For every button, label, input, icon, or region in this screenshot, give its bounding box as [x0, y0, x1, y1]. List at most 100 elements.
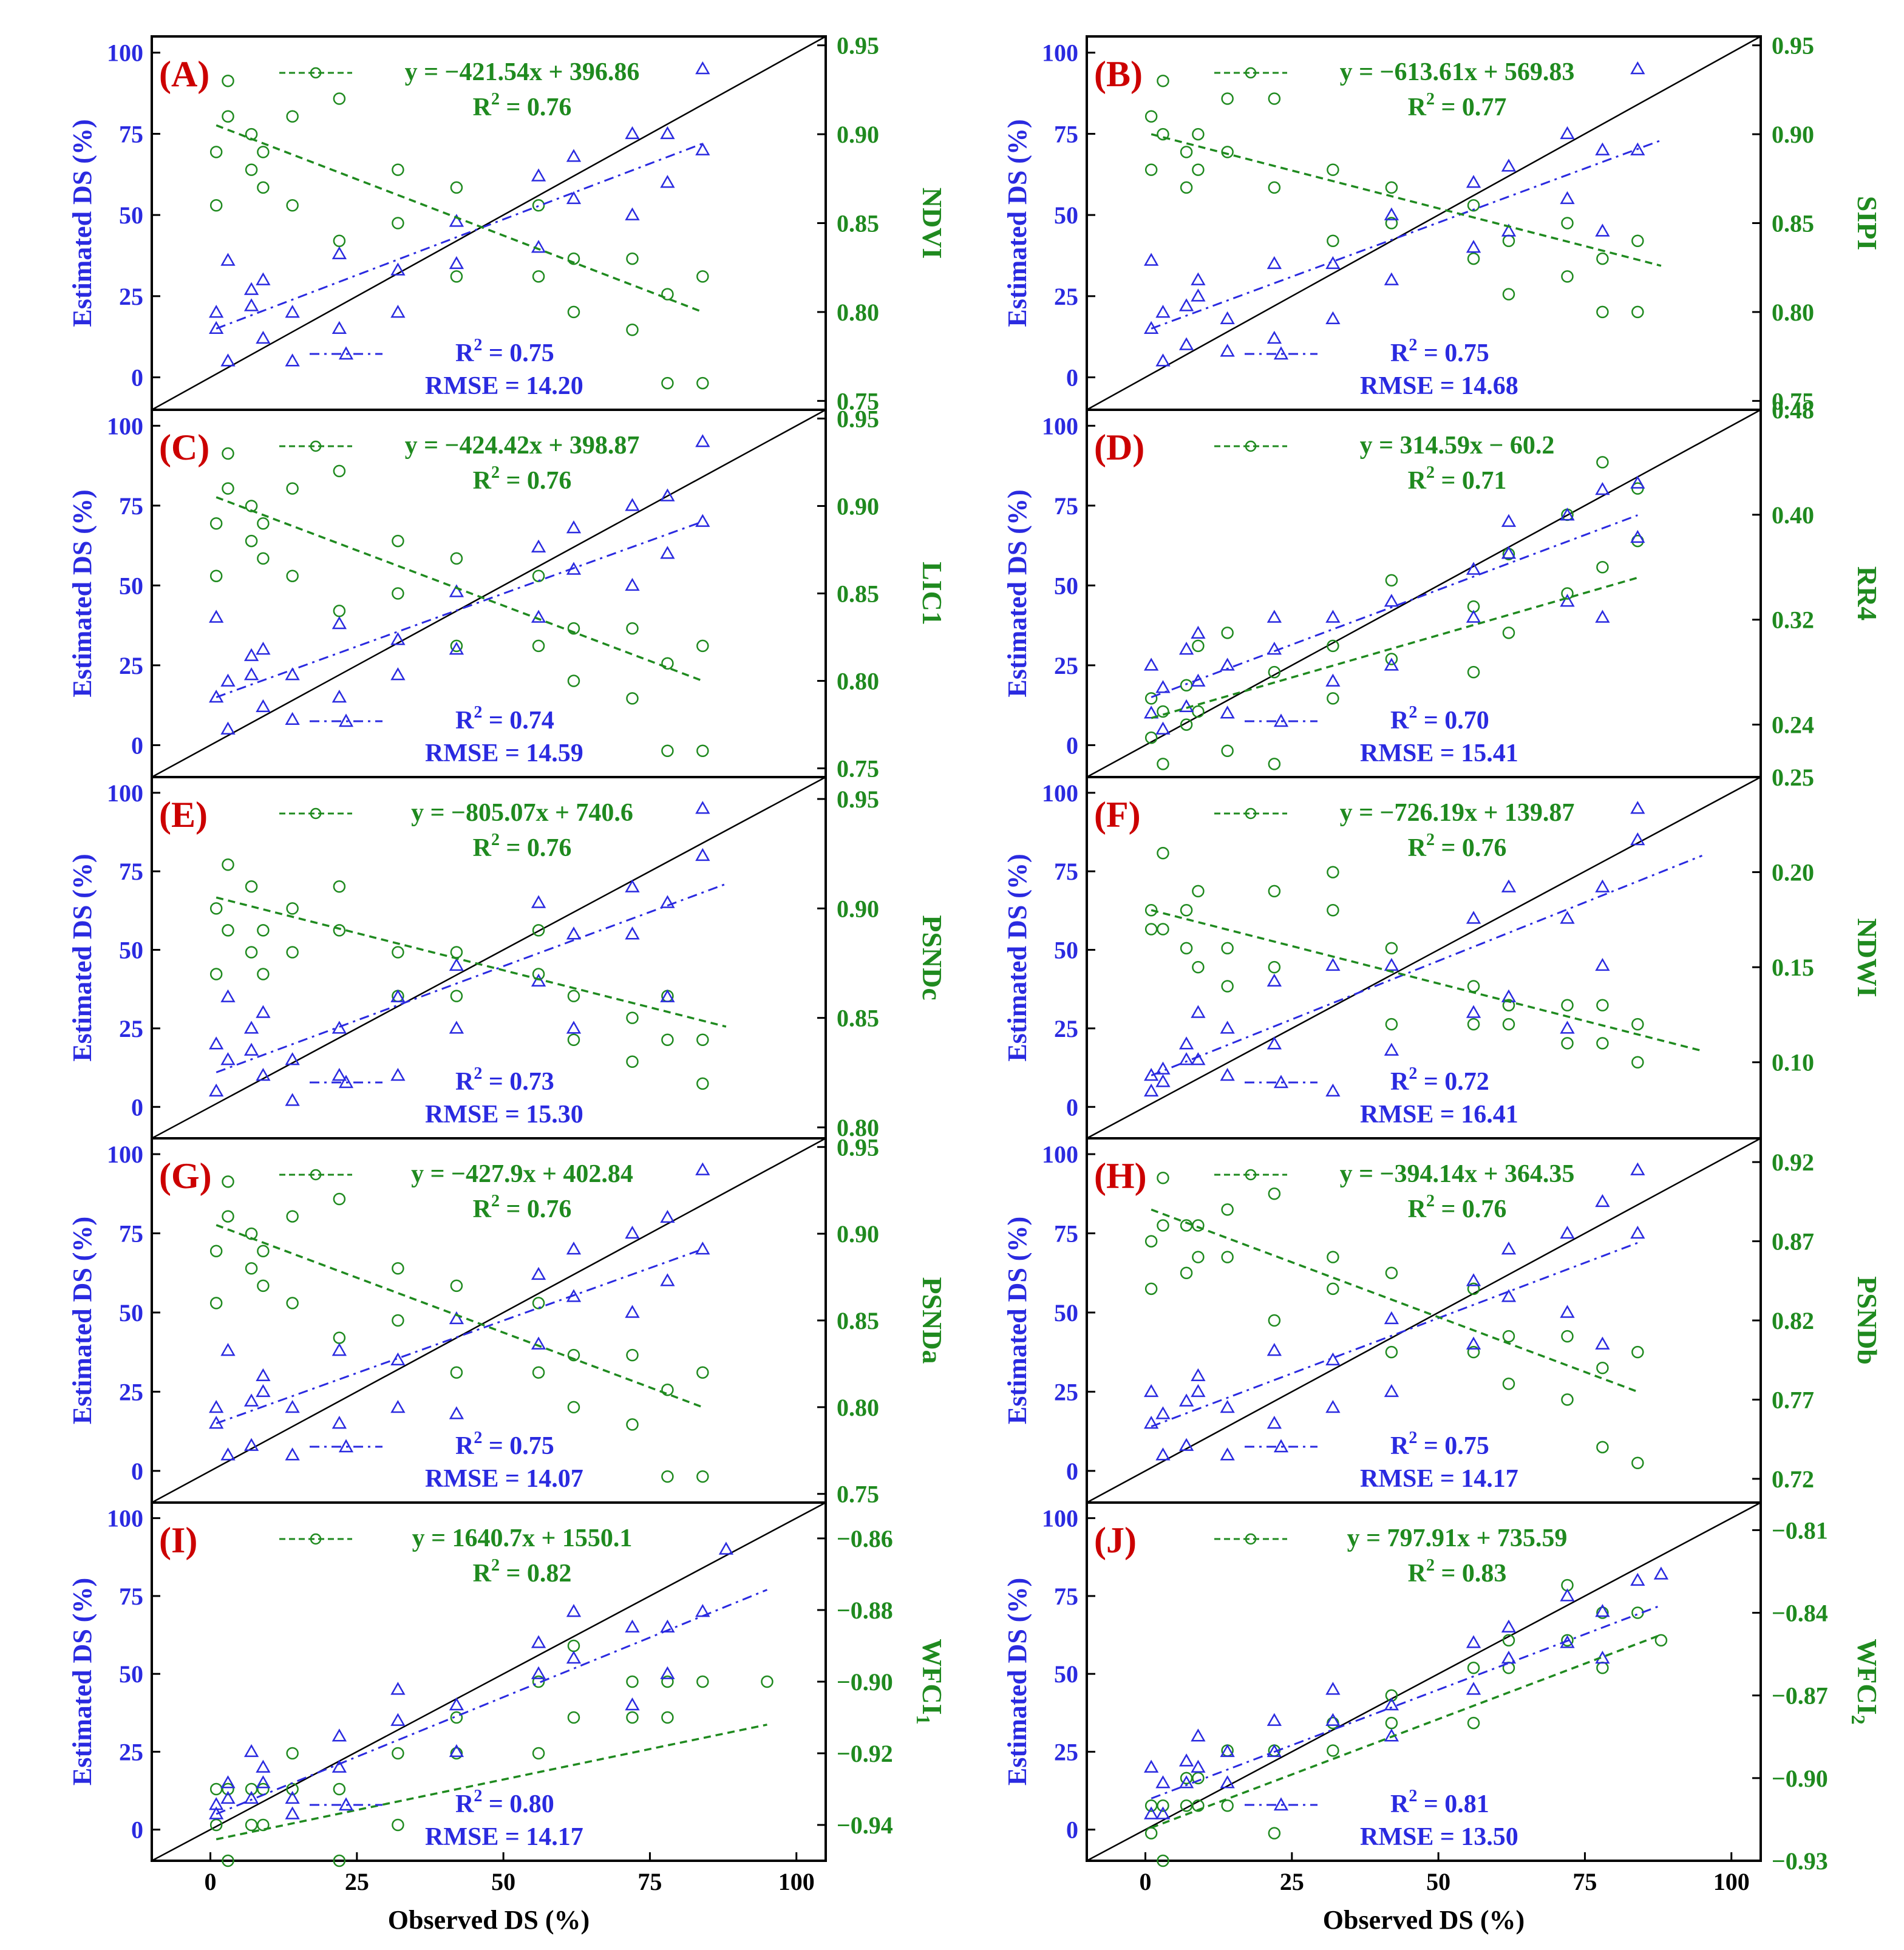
- index-point: [286, 569, 299, 582]
- index-point: [333, 1331, 346, 1344]
- estimate-point: [1178, 642, 1194, 655]
- index-fit-line: [216, 1224, 703, 1408]
- index-point: [696, 376, 709, 390]
- estimate-point: [1325, 957, 1341, 971]
- index-point: [1596, 456, 1609, 469]
- index-point: [532, 1747, 545, 1760]
- right-axis-label: NDWI: [1852, 918, 1883, 997]
- panel-label: (A): [159, 54, 209, 94]
- estimate-point: [285, 1093, 300, 1106]
- index-point: [286, 1747, 299, 1760]
- estimate-point: [1466, 175, 1481, 188]
- estimate-point: [256, 699, 271, 713]
- index-point: [1192, 127, 1205, 141]
- estimate-point: [531, 168, 546, 182]
- model-r2-label: R: [1390, 707, 1409, 735]
- estimate-point: [1595, 1336, 1610, 1350]
- right-axis-label: PSNDb: [1852, 1276, 1883, 1365]
- one-to-one-line: [151, 409, 826, 778]
- estimate-point: [1144, 1806, 1159, 1819]
- index-fit-r2-label: R: [473, 1195, 492, 1223]
- estimate-point: [1178, 298, 1194, 311]
- index-point: [1467, 1662, 1480, 1674]
- index-point: [1144, 923, 1158, 936]
- x-tick-label: 100: [778, 1868, 815, 1895]
- index-point: [1561, 1393, 1574, 1406]
- estimate-point: [1191, 625, 1206, 639]
- index-point: [222, 858, 234, 871]
- index-point: [567, 1348, 580, 1362]
- index-point: [567, 674, 580, 687]
- estimate-point: [256, 1759, 271, 1773]
- index-fit-r2-label: R: [1408, 1195, 1427, 1223]
- estimate-point: [1178, 1036, 1194, 1050]
- model-r2-value: = 0.75: [482, 339, 554, 367]
- index-point: [1192, 885, 1205, 898]
- index-fit-r2-label: R: [473, 1560, 492, 1588]
- right-tick-label: −0.88: [837, 1597, 893, 1624]
- index-point: [1561, 270, 1574, 283]
- estimate-point: [1501, 158, 1517, 172]
- index-point: [1561, 217, 1574, 229]
- index-point: [1561, 999, 1574, 1012]
- model-r2-value: = 0.80: [482, 1790, 554, 1818]
- model-r2: R2 = 0.75: [455, 1429, 554, 1460]
- right-tick-label: 0.80: [1772, 299, 1814, 326]
- index-point: [1385, 653, 1398, 665]
- estimate-point: [1325, 1713, 1341, 1726]
- panel-label: (F): [1094, 795, 1141, 835]
- index-point: [1327, 163, 1339, 176]
- estimate-point: [625, 879, 640, 892]
- index-point: [1502, 1330, 1515, 1343]
- left-tick-label: 100: [1042, 1505, 1078, 1532]
- estimate-point: [1178, 1753, 1194, 1767]
- estimate-point: [531, 539, 546, 552]
- panel-j: 0 25 50 75 100 Estimated DS (%) −0.93 −0.90 −0.8…: [1002, 1501, 1883, 1935]
- estimate-point: [285, 353, 300, 367]
- estimate-point: [1630, 61, 1645, 75]
- estimate-point: [332, 1728, 347, 1742]
- estimate-point: [1595, 610, 1610, 623]
- estimate-point: [285, 305, 300, 318]
- index-point: [567, 252, 580, 265]
- estimate-point: [332, 1416, 347, 1429]
- index-point: [1268, 181, 1281, 194]
- estimate-point: [1220, 1744, 1235, 1758]
- model-r2: R2 = 0.80: [455, 1787, 554, 1818]
- estimate-point: [220, 1052, 236, 1065]
- estimate-point: [660, 895, 675, 908]
- estimate-point: [256, 1068, 271, 1081]
- index-point: [222, 1782, 234, 1796]
- index-fit-line: [216, 1724, 767, 1841]
- index-point: [245, 1262, 258, 1275]
- estimate-point: [256, 1368, 271, 1382]
- index-legend-marker: [310, 440, 322, 452]
- model-r2-label: R: [455, 1068, 474, 1096]
- estimate-point: [1155, 1074, 1171, 1087]
- estimate-point: [660, 488, 675, 501]
- estimate-point: [1220, 1068, 1235, 1081]
- index-point: [1561, 587, 1574, 600]
- index-point: [392, 217, 404, 229]
- estimate-point: [1178, 1775, 1194, 1789]
- index-point: [1502, 288, 1515, 301]
- index-point: [761, 1675, 773, 1688]
- index-point: [1502, 234, 1515, 248]
- index-point: [450, 1747, 463, 1760]
- estimate-point: [1178, 337, 1194, 350]
- index-point: [286, 482, 299, 495]
- x-tick-label: 0: [1140, 1868, 1152, 1895]
- index-point: [626, 1675, 639, 1688]
- index-point: [1596, 999, 1609, 1012]
- estimate-point: [285, 1447, 300, 1461]
- model-r2: R2 = 0.81: [1390, 1787, 1489, 1818]
- estimate-point: [1560, 508, 1575, 521]
- index-fit-line: [1151, 576, 1638, 719]
- estimate-point: [332, 616, 347, 630]
- estimate-point: [1155, 305, 1171, 318]
- estimate-point: [256, 1384, 271, 1398]
- left-axis-label: Estimated DS (%): [67, 119, 97, 327]
- estimate-point: [1220, 705, 1235, 719]
- panel-c: 0 25 50 75 100 Estimated DS (%) 0.75 0.80 0.85 0.…: [67, 405, 948, 782]
